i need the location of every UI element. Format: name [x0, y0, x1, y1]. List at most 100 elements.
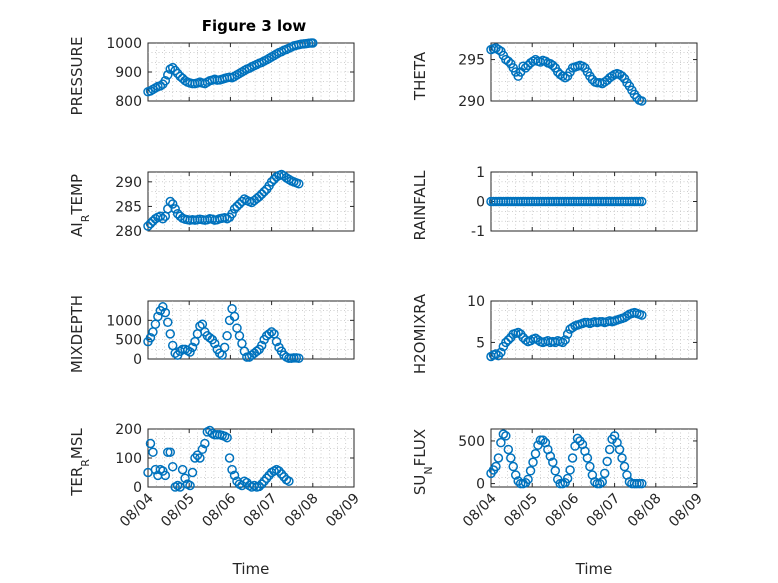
data-point	[175, 211, 185, 221]
y-tick-label: 1000	[106, 313, 142, 329]
data-point	[165, 196, 175, 207]
data-point	[254, 481, 264, 492]
y-tick-label: 0	[133, 480, 142, 496]
data-point	[585, 461, 595, 472]
data-point	[224, 453, 235, 463]
data-point	[548, 457, 558, 468]
data-point	[264, 329, 274, 339]
data-point	[491, 349, 501, 359]
x-tick-label: 08/05	[158, 491, 198, 531]
data-point	[187, 342, 198, 353]
data-point	[254, 191, 264, 202]
data-point	[513, 327, 523, 338]
x-tick-label: 08/09	[323, 491, 363, 531]
data-point	[167, 461, 178, 472]
y-axis-label: PRESSURE	[68, 37, 86, 116]
subplot-6: 5 10 H2OMIXRA	[411, 293, 698, 374]
data-point	[577, 61, 588, 71]
y-tick-label: 5	[476, 335, 485, 351]
data-point	[170, 204, 180, 214]
data-point	[192, 450, 203, 460]
data-point	[308, 38, 318, 48]
data-point	[276, 469, 287, 479]
data-point	[567, 322, 578, 333]
subplot-2: 290 295 THETA	[411, 42, 698, 110]
data-point	[252, 346, 262, 357]
data-point	[619, 461, 630, 472]
data-point	[266, 177, 277, 187]
data-point	[637, 478, 647, 489]
data-point	[562, 329, 573, 339]
y-tick-label: 1	[476, 165, 485, 181]
data-point	[163, 317, 173, 328]
data-point	[158, 302, 168, 312]
y-tick-label: 280	[115, 224, 142, 240]
data-point	[530, 448, 541, 459]
y-tick-label: 0	[476, 477, 485, 493]
x-axis-label: Time	[575, 560, 613, 578]
data-point	[155, 81, 166, 91]
subplot-7: 0 100 200 08/04 08/05 08/06 08/07 08/08 08/09 TER…	[68, 422, 363, 578]
data-point	[503, 56, 514, 66]
data-point	[597, 477, 607, 487]
data-point	[622, 311, 632, 321]
data-point	[560, 73, 570, 83]
y-axis-label: RAINFALL	[411, 170, 429, 241]
data-point	[493, 44, 504, 55]
data-point	[234, 199, 245, 209]
data-point	[294, 179, 304, 189]
data-point	[614, 444, 625, 455]
y-tick-label: 200	[115, 422, 142, 438]
data-point	[271, 336, 282, 347]
y-tick-label: 295	[458, 53, 485, 69]
data-point	[256, 340, 267, 351]
data-point	[550, 466, 561, 476]
y-tick-label: 0	[476, 195, 485, 211]
data-point	[205, 332, 215, 343]
data-point	[259, 186, 269, 197]
subplot-3: 280 285 290 AIRTEMP	[68, 169, 355, 240]
x-tick-label: 08/06	[542, 490, 582, 530]
data-point	[582, 453, 593, 463]
x-tick-label: 08/04	[117, 490, 157, 530]
data-point	[229, 470, 240, 481]
data-point	[491, 461, 501, 472]
data-point	[180, 473, 190, 484]
data-point	[637, 310, 647, 320]
y-axis-label: THETA	[411, 51, 429, 101]
data-point	[165, 329, 175, 339]
data-point	[160, 75, 171, 86]
data-point	[560, 335, 570, 345]
data-point	[209, 338, 220, 349]
data-point	[617, 453, 627, 463]
data-point	[508, 461, 518, 472]
data-point	[518, 61, 528, 71]
y-tick-label: 500	[115, 333, 142, 349]
data-point	[545, 451, 556, 462]
y-tick-label: 100	[115, 451, 142, 467]
data-point	[256, 189, 267, 199]
data-point	[496, 347, 506, 358]
x-tick-label: 08/05	[501, 491, 541, 531]
data-point	[637, 96, 647, 106]
data-point	[256, 479, 267, 489]
data-point	[200, 438, 210, 449]
y-tick-label: 1000	[106, 36, 142, 52]
y-tick-label: 900	[115, 65, 142, 81]
data-point	[503, 444, 514, 455]
data-point	[145, 332, 156, 343]
data-point	[160, 470, 171, 481]
y-axis-label: SUNFLUX	[411, 429, 435, 495]
data-point	[496, 437, 506, 448]
x-tick-label: 08/08	[625, 491, 665, 531]
data-point	[163, 70, 173, 80]
data-point	[229, 204, 240, 214]
data-point	[155, 211, 166, 221]
data-point	[195, 453, 205, 463]
data-point	[185, 480, 195, 491]
data-point	[222, 432, 232, 443]
y-axis-label: TERRMSL	[68, 428, 92, 497]
data-point	[604, 444, 615, 455]
data-point	[595, 478, 605, 489]
